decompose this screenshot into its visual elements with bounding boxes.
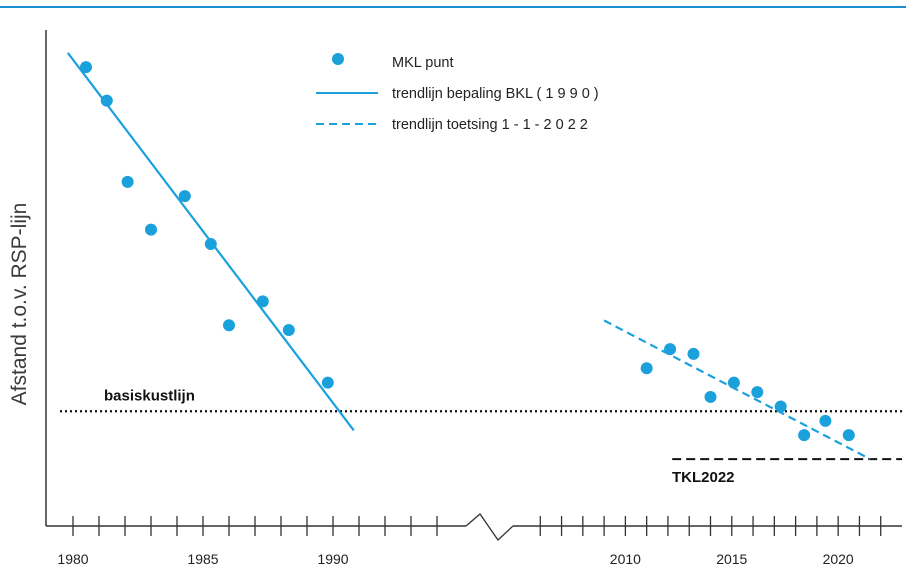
data-point [798,429,811,442]
x-tick-label: 2010 [610,551,641,567]
x-tick-label: 2020 [823,551,854,567]
data-point [774,400,787,413]
data-point [321,376,334,389]
data-point [178,190,191,203]
data-point [664,343,677,356]
data-point [145,223,157,236]
data-point [121,175,134,188]
reference-line-label: TKL2022 [672,469,735,486]
axis-break-mark [465,513,514,541]
data-point [687,347,700,360]
legend-label: MKL punt [392,55,454,71]
reference-line-label: basiskustlijn [104,387,195,404]
legend: MKL punt trendlijn bepaling BKL ( 1 9 9 0… [316,53,599,133]
data-points [80,61,855,442]
data-point [640,362,653,375]
data-point [204,237,217,250]
legend-label: trendlijn toetsing 1 - 1 - 2 0 2 2 [392,117,588,133]
x-tick-label: 2015 [716,551,747,567]
reference-lines: basiskustlijn TKL2022 [60,387,902,486]
legend-marker [332,53,344,65]
x-tick-label: 1980 [57,551,88,567]
data-point [256,295,269,308]
data-point [751,386,764,399]
y-axis-label: Afstand t.o.v. RSP-lijn [8,203,31,406]
trendline-toetsing [603,319,871,461]
x-tick-label: 1990 [317,551,348,567]
axes: 1980 1985 1990 2010 2015 2020 [45,30,902,567]
data-point [80,61,92,74]
data-point [282,324,295,337]
x-tick-label: 1985 [187,551,218,567]
data-point [223,319,235,332]
data-point [842,429,855,442]
legend-label: trendlijn bepaling BKL ( 1 9 9 0 ) [392,86,599,102]
data-point [100,94,113,107]
data-point [819,414,832,427]
data-point [704,390,717,403]
data-point [727,376,740,389]
